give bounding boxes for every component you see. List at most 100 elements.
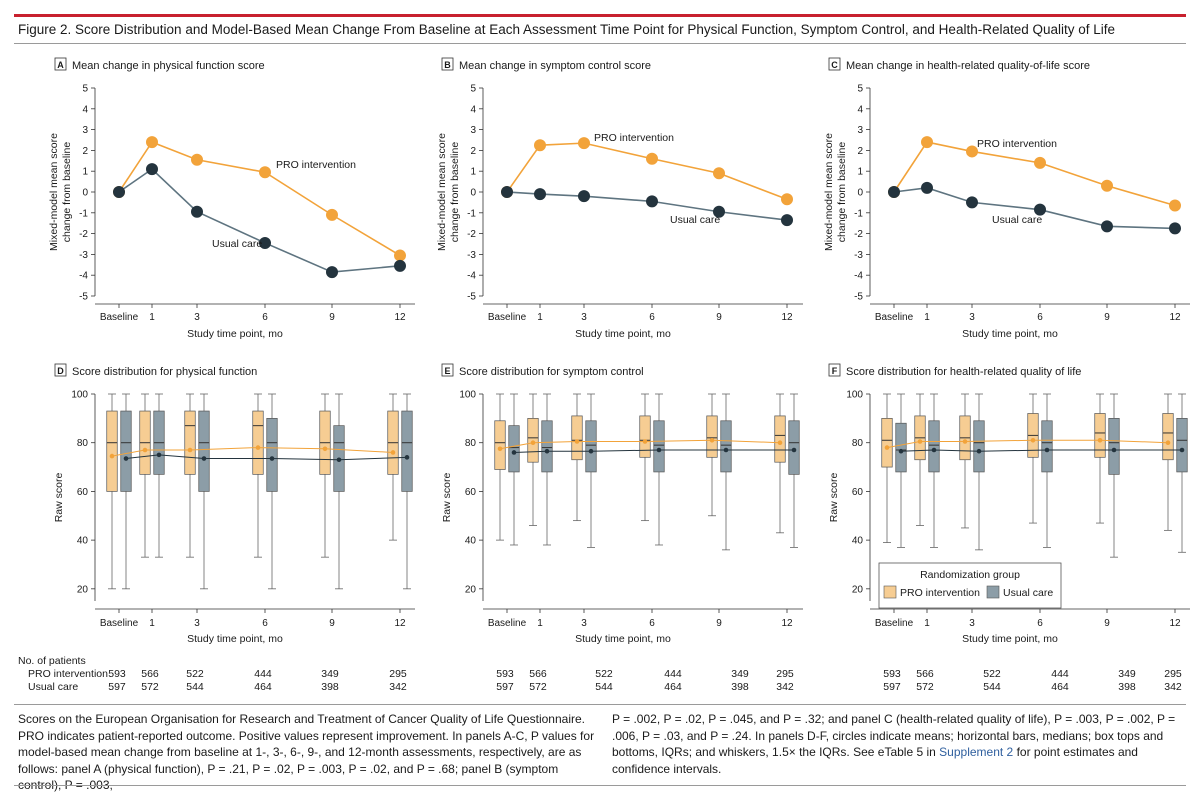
panel-letter: D [57,366,64,376]
data-point-usual [146,163,158,176]
y-tick-label: 80 [465,438,477,449]
supplement-link[interactable]: Supplement 2 [939,745,1014,759]
patient-count-pro: 593 [883,668,901,680]
patients-pro-label: PRO intervention [28,668,108,680]
patient-count-usual: 572 [916,681,934,693]
x-tick-label: 6 [1037,618,1043,629]
data-point-usual [1169,222,1181,235]
y-tick-label: 1 [470,167,476,178]
y-axis-title: change from baseline [61,142,73,243]
box-usual [788,420,800,475]
mean-point-pro [1097,437,1103,443]
patient-count-pro: 349 [321,668,339,680]
mean-point-pro [530,440,536,446]
box-pro [774,415,786,463]
caption-top-divider [14,704,1186,705]
figure-title: Figure 2. Score Distribution and Model-B… [18,22,1116,37]
y-tick-label: 5 [82,84,88,95]
legend-pro-swatch [883,585,897,599]
panel-a: A Mean change in physical function score 5… [48,57,415,340]
mean-point-usual [544,448,550,454]
data-point-usual [1034,203,1046,216]
box-pro [1162,413,1174,461]
data-point-pro [921,136,933,149]
data-point-pro [259,166,271,179]
x-tick-label: 9 [716,312,722,323]
x-tick-label: 12 [394,312,406,323]
y-tick-label: 0 [82,188,88,199]
y-tick-label: 5 [857,84,863,95]
box-usual [653,420,665,473]
panel-letter: B [444,60,451,70]
data-point-usual [534,188,546,201]
panel-e: E Score distribution for symptom control 1… [441,363,803,645]
y-tick-label: 5 [470,84,476,95]
x-tick-label: 12 [781,312,793,323]
caption-right-text: P = .002, P = .02, P = .045, and P = .32… [612,712,1176,759]
y-tick-label: 0 [470,188,476,199]
mean-point-pro [109,453,115,459]
series-label-usual: Usual care [212,238,262,250]
patients-header: No. of patients [18,655,86,667]
patient-count-pro: 522 [595,668,613,680]
y-tick-label: 2 [82,146,88,157]
data-point-usual [326,266,338,279]
box-usual [973,420,985,473]
panel-b: B Mean change in symptom control score 5 4 3… [436,57,803,340]
legend-frame [878,562,1062,609]
patient-count-pro: 295 [776,668,794,680]
caption-bottom-divider [14,785,1186,786]
data-point-pro [534,139,546,152]
x-tick-label: 1 [537,312,543,323]
patient-count-usual: 342 [776,681,794,693]
y-tick-label: 3 [857,125,863,136]
x-tick-label: 1 [924,618,930,629]
mean-point-usual [931,447,937,453]
box-usual [720,420,732,473]
x-tick-label: Baseline [875,312,914,323]
y-tick-label: 3 [82,125,88,136]
x-tick-label: 3 [194,312,200,323]
data-point-pro [146,136,158,149]
patient-count-usual: 597 [883,681,901,693]
x-tick-label: 6 [262,312,268,323]
box-pro [184,410,196,475]
y-tick-label: 40 [465,536,477,547]
panel-letter-box [828,363,841,377]
data-point-usual [1101,220,1113,233]
panel-letter: A [57,60,64,70]
x-tick-label: 12 [781,618,793,629]
x-axis-title: Study time point, mo [187,633,283,645]
mean-point-usual [898,448,904,454]
y-tick-label: 4 [470,104,476,115]
y-tick-label: -4 [854,271,863,282]
patient-count-pro: 349 [1118,668,1136,680]
box-usual [1176,418,1188,473]
patient-count-pro: 444 [664,668,682,680]
panel-letter: E [444,366,450,376]
patient-count-pro: 295 [389,668,407,680]
y-tick-label: 80 [77,438,89,449]
panel-letter-box [828,57,841,71]
box-pro [106,410,118,492]
y-tick-label: 20 [852,584,864,595]
box-usual [266,418,278,492]
y-tick-label: -3 [854,250,863,261]
series-label-pro: PRO intervention [276,159,356,171]
mean-point-usual [656,447,662,453]
y-axis-title: change from baseline [836,142,848,243]
box-usual [120,410,132,492]
data-point-usual [113,186,125,198]
data-point-usual [713,205,725,218]
patient-count-usual: 464 [664,681,682,693]
patient-count-usual: 597 [496,681,514,693]
data-point-usual [501,186,513,198]
series-line-usual [118,168,401,273]
data-point-pro [326,208,338,221]
mean-point-pro [187,447,193,453]
data-point-pro [713,167,725,180]
box-pro [494,420,506,470]
series-line-pro [893,141,1176,207]
y-tick-label: 3 [470,125,476,136]
x-axis-title: Study time point, mo [575,633,671,645]
